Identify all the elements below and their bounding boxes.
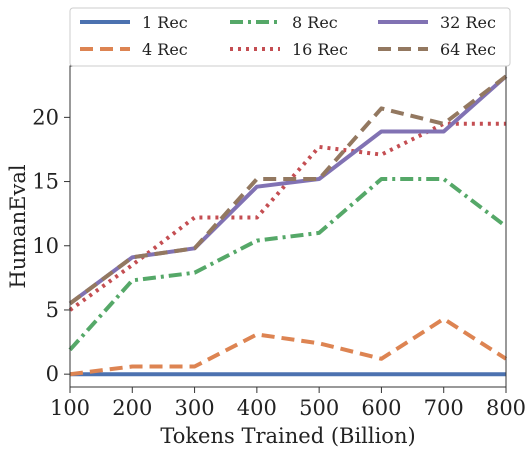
axes: 100 200 300 400 500 600 700 800 0 5 10 15 20 Tokens T…: [6, 65, 526, 448]
legend-label-1-rec: 1 Rec: [142, 13, 188, 32]
series-line-64-rec: [68, 74, 508, 306]
x-tick-label: 300: [175, 396, 215, 420]
plot-area: [68, 74, 508, 377]
x-axis-label: Tokens Trained (Billion): [160, 424, 415, 448]
series-line-8-rec: [68, 177, 508, 352]
series-line-4-rec: [69, 316, 508, 377]
legend: 1 Rec 4 Rec 8 Rec 16 Rec 32 Rec 64 Rec: [69, 7, 511, 67]
y-tick-label: 10: [32, 234, 59, 258]
x-tick-label: 100: [50, 396, 90, 420]
x-tick-label: 800: [486, 396, 526, 420]
legend-label-16-rec: 16 Rec: [292, 40, 348, 59]
x-tick-label: 400: [237, 396, 277, 420]
x-tick-label: 200: [112, 396, 152, 420]
y-axis-label: HumanEval: [6, 164, 30, 289]
series-line-32-rec: [68, 74, 508, 306]
x-tick-label: 700: [424, 396, 464, 420]
legend-label-4-rec: 4 Rec: [142, 40, 188, 59]
y-tick-label: 20: [32, 105, 59, 129]
y-tick-label: 15: [32, 170, 59, 194]
x-tick-label: 500: [299, 396, 339, 420]
legend-label-64-rec: 64 Rec: [440, 40, 496, 59]
legend-label-8-rec: 8 Rec: [292, 13, 338, 32]
legend-label-32-rec: 32 Rec: [440, 13, 496, 32]
y-tick-label: 5: [46, 298, 59, 322]
x-tick-label: 600: [361, 396, 401, 420]
y-tick-label: 0: [46, 362, 59, 386]
series-line-16-rec: [68, 121, 506, 312]
